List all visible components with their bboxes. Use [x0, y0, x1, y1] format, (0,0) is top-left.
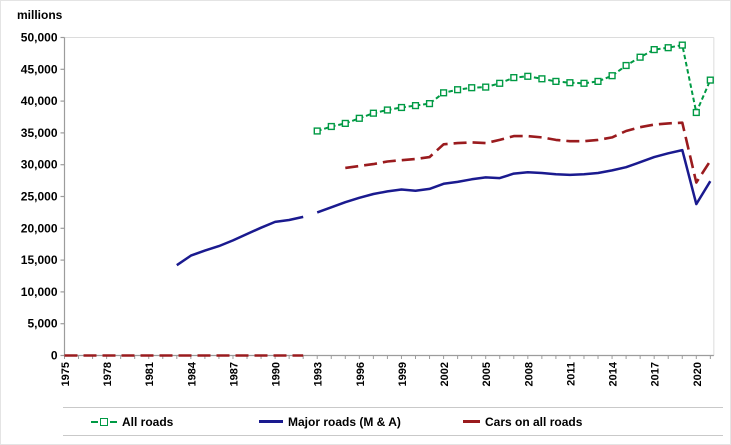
data-point-marker	[580, 79, 588, 87]
x-tick-label: 1996	[355, 362, 367, 386]
x-axis-ticks: 1975 1978 1981 1984 1987 1990 1993 1996 1999 2002…	[60, 355, 711, 386]
data-point-marker	[496, 79, 504, 87]
y-tick-label: 45,000	[21, 62, 58, 76]
y-tick-label: 35,000	[21, 126, 58, 140]
data-point-marker	[411, 101, 420, 110]
x-tick-label: 1993	[313, 362, 325, 386]
data-point-marker	[566, 79, 574, 87]
x-tick-label: 1984	[186, 361, 198, 386]
data-point-marker	[341, 119, 349, 128]
data-point-marker	[468, 84, 476, 92]
axes	[63, 37, 714, 357]
x-tick-label: 1981	[144, 362, 156, 386]
y-tick-label: 5,000	[27, 317, 57, 331]
major-roads-legend-icon	[259, 420, 283, 423]
x-tick-label: 2014	[608, 361, 620, 386]
data-point-marker	[510, 73, 518, 82]
legend-item-major-roads: Major roads (M & A)	[259, 408, 401, 435]
data-point-marker	[678, 41, 686, 49]
y-axis-units-label: millions	[17, 8, 63, 22]
legend: All roads Major roads (M & A) Cars on al…	[63, 407, 723, 436]
legend-label-major-roads: Major roads (M & A)	[288, 414, 401, 429]
cars-all-roads-legend-icon	[463, 420, 480, 423]
x-tick-label: 1987	[228, 362, 240, 386]
y-tick-label: 30,000	[21, 158, 58, 172]
data-point-marker	[454, 86, 462, 94]
legend-item-cars-all-roads: Cars on all roads	[463, 408, 582, 435]
x-tick-label: 1999	[397, 362, 409, 386]
x-tick-label: 1975	[60, 362, 72, 386]
data-point-marker	[636, 53, 644, 61]
plot-area: 0 5,000 10,000 15,000 20,000 25,000 30,000 35,0…	[21, 31, 715, 386]
data-point-marker	[650, 46, 658, 54]
series-cars-on-all-roads	[64, 121, 712, 357]
x-tick-label: 1978	[102, 362, 114, 386]
data-point-marker	[425, 99, 434, 108]
x-tick-label: 2008	[523, 362, 535, 386]
data-point-marker	[440, 89, 448, 97]
data-point-marker	[355, 114, 363, 122]
y-tick-label: 15,000	[21, 253, 58, 267]
data-point-marker	[482, 83, 490, 91]
data-point-marker	[524, 72, 532, 80]
data-point-marker	[369, 109, 378, 117]
y-tick-label: 40,000	[21, 94, 58, 108]
data-point-marker	[692, 108, 700, 117]
x-tick-label: 1990	[271, 362, 283, 386]
data-point-marker	[313, 127, 321, 135]
y-tick-label: 50,000	[21, 31, 58, 45]
x-tick-label: 2011	[565, 362, 577, 386]
data-point-marker	[706, 76, 714, 84]
data-point-marker	[397, 103, 406, 112]
y-axis-ticks: 0 5,000 10,000 15,000 20,000 25,000 30,000 35,0…	[21, 31, 65, 363]
x-tick-label: 2002	[439, 362, 451, 386]
legend-item-all-roads: All roads	[91, 408, 173, 435]
data-point-marker	[608, 72, 616, 80]
data-point-marker	[664, 44, 672, 52]
plot-frame	[64, 37, 715, 356]
series-all-roads	[313, 41, 714, 135]
data-point-marker	[622, 61, 630, 70]
data-point-marker	[594, 77, 602, 86]
x-tick-label: 2017	[650, 362, 662, 386]
data-point-marker	[538, 75, 546, 83]
x-tick-label: 2020	[692, 362, 704, 386]
y-tick-label: 20,000	[21, 221, 58, 235]
y-tick-label: 25,000	[21, 190, 58, 204]
x-tick-label: 2005	[481, 362, 493, 386]
data-point-marker	[552, 77, 560, 86]
series-major-roads-m-a	[176, 148, 712, 267]
legend-label-cars-all-roads: Cars on all roads	[485, 414, 583, 429]
y-tick-label: 0	[51, 349, 58, 363]
data-point-marker	[327, 122, 335, 131]
all-roads-legend-icon	[91, 417, 117, 426]
data-point-marker	[383, 106, 392, 114]
legend-label-all-roads: All roads	[122, 414, 174, 429]
y-tick-label: 10,000	[21, 285, 58, 299]
